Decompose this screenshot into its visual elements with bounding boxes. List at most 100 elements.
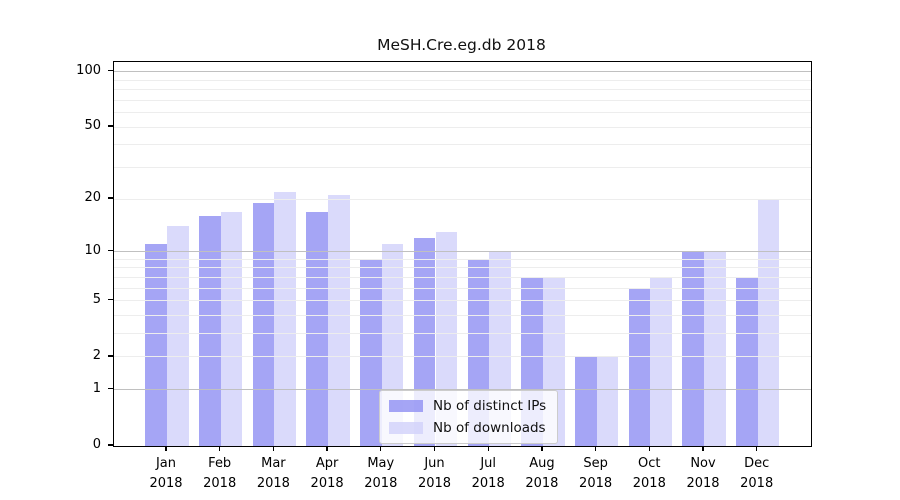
y-axis-tick bbox=[108, 70, 113, 72]
y-axis-tick-label: 50 bbox=[84, 118, 101, 134]
month-label: Feb bbox=[208, 456, 232, 471]
legend-item-downloads: Nb of downloads bbox=[389, 420, 546, 436]
gridline-minor bbox=[114, 333, 811, 335]
x-axis-tick-label: Mar 2018 bbox=[241, 454, 305, 493]
legend-label-distinct-ips: Nb of distinct IPs bbox=[433, 398, 547, 414]
month-label: Apr bbox=[315, 456, 339, 471]
bar-distinct-ips bbox=[736, 277, 758, 446]
month-label: Dec bbox=[744, 456, 770, 471]
gridline-minor bbox=[114, 314, 811, 316]
bar-distinct-ips bbox=[360, 259, 382, 446]
month-label: Jul bbox=[480, 456, 497, 471]
bar-downloads bbox=[274, 191, 297, 446]
y-axis-tick bbox=[108, 249, 113, 252]
x-axis-tick-label: Jul 2018 bbox=[456, 454, 520, 493]
y-axis-tick-label: 10 bbox=[84, 242, 101, 258]
month-label: Aug bbox=[529, 456, 555, 471]
y-axis-tick-label: 100 bbox=[76, 62, 101, 78]
legend-item-distinct-ips: Nb of distinct IPs bbox=[389, 398, 546, 414]
bar-distinct-ips bbox=[252, 203, 275, 446]
bar-distinct-ips bbox=[199, 216, 221, 446]
gridline-minor bbox=[114, 79, 811, 81]
bar-downloads bbox=[650, 277, 672, 446]
x-axis-tick-label: Sep 2018 bbox=[564, 454, 628, 493]
y-axis-tick bbox=[108, 355, 113, 357]
legend: Nb of distinct IPs Nb of downloads bbox=[379, 390, 559, 444]
gridline-minor bbox=[114, 198, 811, 200]
x-axis-tick bbox=[702, 446, 704, 452]
x-axis-tick bbox=[165, 446, 167, 452]
gridline-major bbox=[114, 251, 811, 253]
y-axis-tick bbox=[108, 125, 113, 127]
year-label: 2018 bbox=[364, 475, 398, 491]
y-axis-tick bbox=[108, 388, 113, 390]
bar-downloads bbox=[167, 226, 189, 446]
year-label: 2018 bbox=[149, 475, 183, 491]
x-axis-tick-label: Dec 2018 bbox=[725, 454, 789, 493]
x-axis-tick-label: Jan 2018 bbox=[134, 454, 198, 493]
x-axis-tick-label: Aug 2018 bbox=[510, 454, 574, 493]
gridline-minor bbox=[114, 144, 811, 146]
year-label: 2018 bbox=[740, 475, 774, 491]
x-axis-tick bbox=[380, 446, 382, 452]
month-label: Oct bbox=[638, 456, 661, 471]
gridline-minor bbox=[114, 126, 811, 128]
y-axis-tick bbox=[108, 197, 113, 199]
year-label: 2018 bbox=[256, 475, 290, 491]
year-label: 2018 bbox=[417, 475, 452, 491]
y-axis-tick-label: 1 bbox=[92, 380, 101, 396]
month-label: Sep bbox=[583, 456, 608, 471]
bar-distinct-ips bbox=[306, 211, 329, 446]
month-label: May bbox=[367, 456, 395, 471]
year-label: 2018 bbox=[632, 475, 666, 491]
x-axis-tick bbox=[433, 446, 436, 452]
x-axis-tick bbox=[219, 446, 221, 452]
y-axis-tick-label: 5 bbox=[92, 291, 101, 307]
year-label: 2018 bbox=[686, 475, 720, 491]
x-axis-tick bbox=[487, 446, 489, 452]
gridline-minor bbox=[114, 276, 811, 278]
bar-distinct-ips bbox=[682, 251, 704, 446]
year-label: 2018 bbox=[525, 475, 559, 491]
gridline-minor bbox=[114, 300, 811, 302]
bar-downloads bbox=[596, 356, 619, 446]
year-label: 2018 bbox=[471, 475, 505, 491]
bar-downloads bbox=[220, 211, 243, 446]
x-axis-tick bbox=[594, 446, 597, 452]
month-label: Jan bbox=[155, 456, 177, 471]
month-label: Jun bbox=[424, 456, 445, 471]
gridline-minor bbox=[114, 356, 811, 358]
x-axis-tick-label: May 2018 bbox=[349, 454, 413, 493]
year-label: 2018 bbox=[203, 475, 237, 491]
gridline-minor bbox=[114, 258, 811, 260]
chart-title: MeSH.Cre.eg.db 2018 bbox=[377, 36, 546, 54]
year-label: 2018 bbox=[579, 475, 613, 491]
gridline-minor bbox=[114, 89, 811, 91]
y-axis-tick-label: 0 bbox=[92, 437, 101, 452]
y-axis-tick bbox=[108, 444, 113, 446]
gridline-minor bbox=[114, 287, 811, 289]
y-axis-tick-label: 20 bbox=[84, 190, 101, 206]
month-label: Nov bbox=[690, 456, 716, 471]
legend-swatch-distinct-ips bbox=[389, 400, 423, 412]
year-label: 2018 bbox=[310, 475, 344, 491]
x-axis-tick bbox=[272, 446, 275, 452]
bar-distinct-ips bbox=[628, 288, 651, 446]
gridline-major bbox=[114, 389, 811, 391]
y-axis-tick-label: 2 bbox=[92, 347, 101, 363]
gridline-minor bbox=[114, 112, 811, 114]
bar-distinct-ips bbox=[574, 356, 597, 446]
x-axis-tick bbox=[648, 446, 650, 452]
gridline-minor bbox=[114, 99, 811, 101]
x-axis-tick-label: Apr 2018 bbox=[295, 454, 359, 493]
y-axis-tick bbox=[108, 298, 113, 301]
plot-area: Nb of distinct IPs Nb of downloads bbox=[113, 61, 812, 447]
x-axis-tick bbox=[756, 446, 758, 452]
legend-swatch-downloads bbox=[389, 422, 423, 434]
bar-downloads bbox=[328, 195, 350, 446]
x-axis-tick-label: Oct 2018 bbox=[617, 454, 681, 493]
bar-downloads bbox=[757, 199, 780, 446]
gridline-minor bbox=[114, 166, 811, 168]
x-axis-tick bbox=[326, 446, 328, 452]
